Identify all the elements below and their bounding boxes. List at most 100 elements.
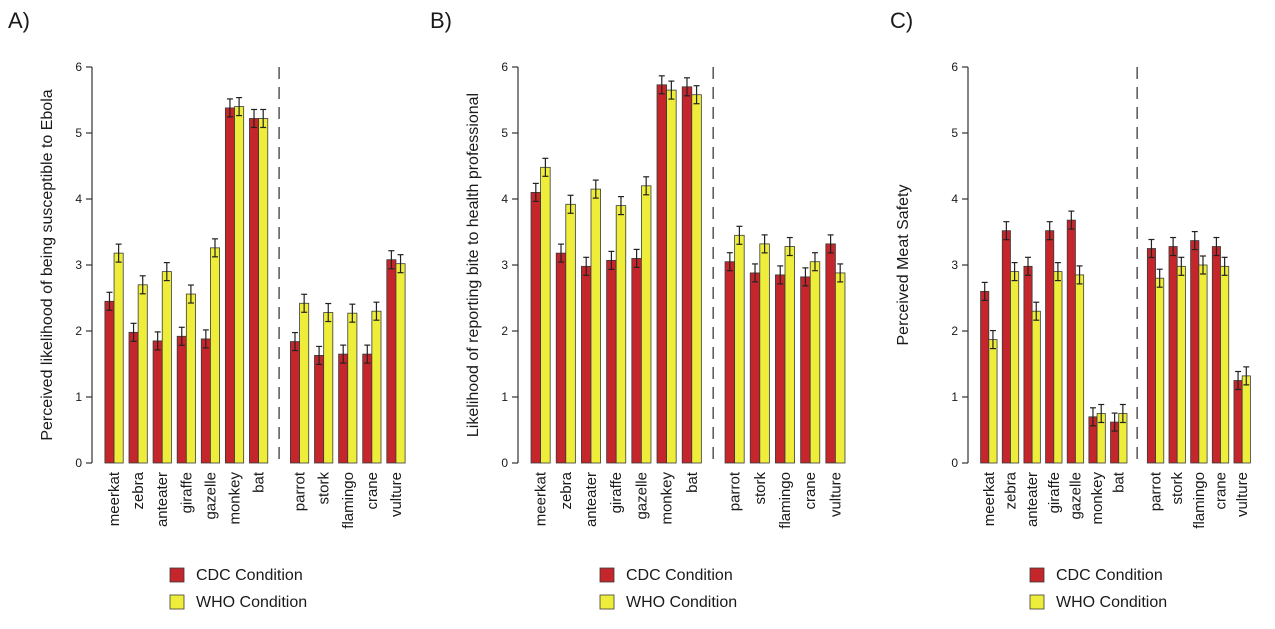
legend-swatch-cdc [169, 567, 185, 583]
y-tick-label: 6 [951, 60, 958, 74]
bar-cdc-vulture [1233, 380, 1243, 464]
x-tick-label-flamingo: flamingo [777, 472, 794, 529]
panel-label: C) [890, 8, 913, 33]
bar-who-bat [258, 118, 269, 464]
bar-cdc-flamingo [338, 353, 349, 464]
x-tick-label-bat: bat [1111, 471, 1128, 493]
x-tick-label-vulture: vulture [827, 472, 844, 517]
x-tick-label-vulture: vulture [1234, 472, 1251, 517]
bar-who-zebra [565, 203, 576, 464]
bar-who-giraffe [615, 205, 627, 464]
x-tick-label-crane: crane [364, 472, 381, 510]
bar-cdc-flamingo [1190, 240, 1200, 464]
x-tick-label-gazelle: gazelle [633, 472, 650, 520]
legend-label-cdc: CDC Condition [196, 567, 303, 584]
bar-who-parrot [734, 234, 745, 464]
y-tick-label: 1 [951, 390, 958, 404]
bar-cdc-crane [362, 353, 373, 464]
x-tick-label-zebra: zebra [558, 471, 575, 509]
bar-cdc-vulture [825, 243, 836, 464]
chart-panel-3: C) 0 1 2 3 4 5 6 Perceived Meat Safety meerkat zeb… [890, 8, 1251, 611]
bar-who-monkey [666, 89, 677, 464]
bar-cdc-bat [249, 118, 260, 464]
y-tick-label: 5 [75, 126, 82, 140]
bar-cdc-meerkat [104, 300, 115, 464]
panel-label: B) [430, 8, 452, 33]
chart-panel-1: A) 0 1 2 3 4 5 6 Perceived likelihood of being s… [8, 8, 406, 611]
y-tick-label: 5 [501, 126, 508, 140]
x-tick-label-parrot: parrot [292, 471, 309, 511]
bar-who-meerkat [988, 339, 998, 464]
y-tick-label: 3 [501, 258, 508, 272]
bar-who-meerkat [540, 166, 551, 464]
bar-who-flamingo [784, 246, 795, 464]
bar-cdc-meerkat [530, 191, 541, 464]
x-tick-label-monkey: monkey [227, 472, 244, 525]
bar-who-giraffe [185, 293, 196, 464]
chart-panel-2: B) 0 1 2 3 4 5 6 Likelihood of reporting bite to… [430, 8, 846, 611]
bar-cdc-zebra [555, 252, 567, 464]
bar-who-vulture [835, 272, 846, 464]
bar-cdc-zebra [128, 331, 139, 464]
legend-label-cdc: CDC Condition [626, 567, 733, 584]
bar-cdc-stork [1168, 246, 1178, 464]
bar-who-vulture [395, 263, 406, 464]
y-tick-label: 2 [75, 324, 82, 338]
x-tick-label-anteater: anteater [583, 472, 600, 527]
bar-cdc-bat [681, 86, 693, 464]
bar-cdc-parrot [1146, 248, 1156, 464]
y-axis-label: Perceived Meat Safety [895, 185, 912, 346]
x-tick-label-giraffe: giraffe [608, 472, 625, 513]
bar-who-stork [1176, 265, 1186, 464]
bar-cdc-zebra [1001, 230, 1011, 464]
bar-who-vulture [1241, 375, 1251, 464]
x-tick-label-meerkat: meerkat [106, 471, 123, 526]
bar-cdc-meerkat [980, 290, 990, 464]
bar-who-stork [323, 312, 334, 464]
x-tick-label-anteater: anteater [1024, 472, 1041, 527]
y-tick-label: 0 [75, 456, 82, 470]
x-tick-label-anteater: anteater [154, 472, 171, 527]
bar-who-crane [809, 261, 821, 464]
bar-cdc-parrot [724, 261, 736, 464]
y-tick-label: 6 [75, 60, 82, 74]
y-tick-label: 5 [951, 126, 958, 140]
x-tick-label-gazelle: gazelle [1067, 472, 1084, 520]
y-tick-label: 1 [501, 390, 508, 404]
x-tick-label-crane: crane [802, 472, 819, 510]
x-tick-label-zebra: zebra [1002, 471, 1019, 509]
bar-cdc-giraffe [606, 259, 617, 464]
y-tick-label: 0 [501, 456, 508, 470]
bar-cdc-anteater [581, 265, 592, 464]
y-tick-label: 2 [951, 324, 958, 338]
y-tick-label: 4 [501, 192, 508, 206]
legend-label-who: WHO Condition [196, 594, 307, 611]
y-tick-label: 3 [75, 258, 82, 272]
bar-who-flamingo [347, 312, 358, 464]
bar-who-crane [371, 310, 382, 464]
bar-who-meerkat [113, 252, 124, 464]
bar-who-anteater [161, 271, 172, 464]
bar-who-parrot [1155, 277, 1165, 464]
bar-cdc-parrot [290, 341, 300, 464]
legend-label-who: WHO Condition [626, 594, 737, 611]
bar-cdc-vulture [386, 259, 397, 464]
bar-cdc-gazelle [200, 338, 211, 464]
y-tick-label: 1 [75, 390, 82, 404]
bar-who-flamingo [1198, 264, 1208, 464]
y-axis-label: Likelihood of reporting bite to health p… [465, 93, 482, 437]
bar-cdc-stork [749, 272, 761, 464]
bar-who-giraffe [1053, 271, 1063, 464]
x-tick-label-zebra: zebra [130, 471, 147, 509]
legend: CDC Condition WHO Condition [599, 567, 737, 611]
legend-swatch-cdc [1029, 567, 1045, 583]
y-tick-label: 4 [75, 192, 82, 206]
bar-who-gazelle [210, 247, 220, 464]
bar-who-anteater [590, 188, 601, 464]
bar-cdc-anteater [1023, 265, 1033, 464]
bar-cdc-gazelle [1066, 219, 1076, 464]
y-tick-label: 0 [951, 456, 958, 470]
legend-swatch-who [1029, 594, 1045, 610]
legend-swatch-who [599, 594, 615, 610]
